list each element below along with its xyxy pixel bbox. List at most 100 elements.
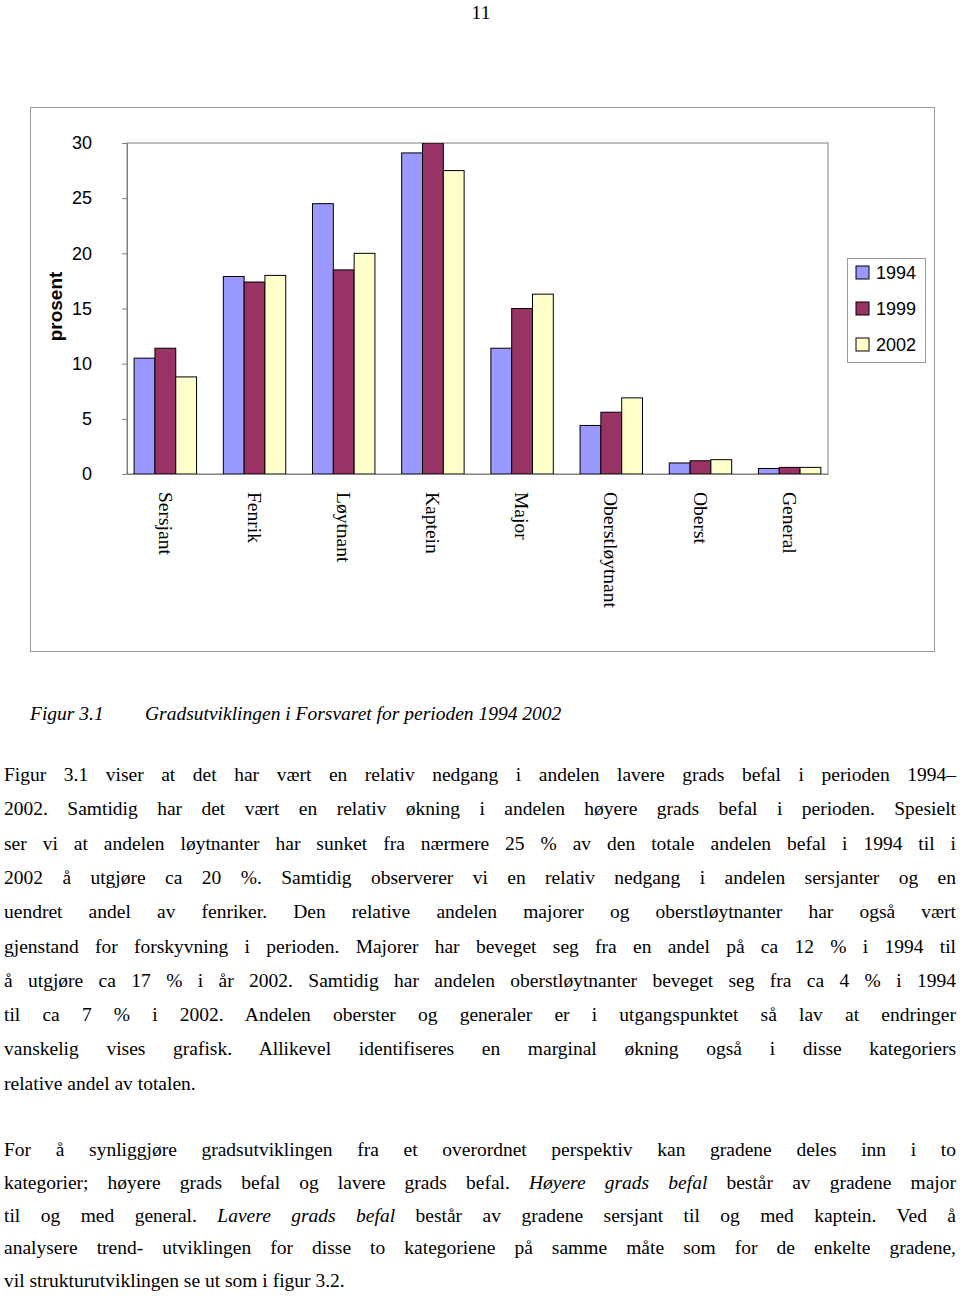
text: analysere trend- utviklingen for disse t… xyxy=(4,1237,956,1258)
paragraph-line: 2002 å utgjøre ca 20 %. Samtidig observe… xyxy=(4,866,956,890)
x-tick-label: Major xyxy=(511,492,532,540)
text: består av gradene sersjant til og med ka… xyxy=(395,1205,956,1226)
x-tick-label: Oberstløytnant xyxy=(600,492,621,608)
legend-label: 1994 xyxy=(876,263,916,283)
y-tick-label: 5 xyxy=(82,409,92,429)
y-axis-title: prosent xyxy=(45,271,66,341)
text: kategorier; høyere grads befal og lavere… xyxy=(4,1172,529,1193)
bar xyxy=(354,253,375,474)
text: gjenstand for forskyvning i perioden. Ma… xyxy=(4,936,956,957)
y-tick-mark xyxy=(122,309,127,310)
text: vil strukturutviklingen se ut som i figu… xyxy=(4,1270,345,1291)
y-tick: 20 xyxy=(72,244,127,264)
chart-frame xyxy=(31,108,935,652)
page-svg: 11 0 5 10 15 20 25 30 Sersjant Fenrik Løytnant Kapt… xyxy=(0,0,960,740)
bar xyxy=(244,282,265,474)
y-tick: 30 xyxy=(72,133,127,153)
y-tick: 10 xyxy=(72,354,127,374)
y-tick-mark xyxy=(122,419,127,420)
bar xyxy=(313,204,334,474)
x-tick: Major xyxy=(511,474,532,540)
text: For å synliggjøre gradsutviklingen fra e… xyxy=(4,1139,956,1160)
y-tick: 15 xyxy=(72,299,127,319)
bar xyxy=(580,425,601,474)
legend-swatch xyxy=(856,338,869,351)
x-tick-label: Fenrik xyxy=(244,492,265,543)
bar xyxy=(176,377,197,474)
x-axis: Sersjant Fenrik Løytnant Kaptein Major Oberst… xyxy=(128,474,829,608)
paragraph-line: gjenstand for forskyvning i perioden. Ma… xyxy=(4,935,956,959)
emphasis: Høyere grads befal xyxy=(529,1172,707,1193)
paragraph-line: Figur 3.1 viser at det har vært en relat… xyxy=(4,763,956,787)
y-tick-mark xyxy=(122,143,127,144)
y-tick-mark xyxy=(122,253,127,254)
bar xyxy=(155,348,176,474)
paragraph-line: 2002. Samtidig har det vært en relativ ø… xyxy=(4,797,956,821)
bar xyxy=(134,358,155,474)
caption-label: Figur 3.1 xyxy=(29,703,104,724)
x-tick-label: Løytnant xyxy=(333,492,354,563)
text: til og med general. xyxy=(4,1205,217,1226)
bar xyxy=(800,467,821,474)
bar xyxy=(512,309,533,475)
text: ser vi at andelen løytnanter har sunket … xyxy=(4,833,956,854)
x-tick: Løytnant xyxy=(333,474,354,563)
bar xyxy=(622,398,643,474)
text: å utgjøre ca 17 % i år 2002. Samtidig ha… xyxy=(4,970,956,991)
y-tick-label: 10 xyxy=(72,354,92,374)
paragraph-line: For å synliggjøre gradsutviklingen fra e… xyxy=(4,1138,956,1162)
paragraph-line: ser vi at andelen løytnanter har sunket … xyxy=(4,832,956,856)
paragraph-line: til ca 7 % i 2002. Andelen oberster og g… xyxy=(4,1003,956,1027)
x-tick: Sersjant xyxy=(155,474,176,555)
paragraph-line: kategorier; høyere grads befal og lavere… xyxy=(4,1171,956,1195)
bar xyxy=(669,463,690,474)
y-tick-mark xyxy=(122,198,127,199)
bar xyxy=(402,153,423,474)
text: 2002 å utgjøre ca 20 %. Samtidig observe… xyxy=(4,867,956,888)
x-tick: Kaptein xyxy=(422,474,443,554)
x-tick-label: Kaptein xyxy=(422,492,443,554)
y-axis-line xyxy=(122,144,128,475)
bar xyxy=(223,277,244,474)
legend-label: 1999 xyxy=(876,299,916,319)
text: 2002. Samtidig har det vært en relativ ø… xyxy=(4,798,956,819)
paragraph-line: å utgjøre ca 17 % i år 2002. Samtidig ha… xyxy=(4,969,956,993)
y-tick: 0 xyxy=(82,464,127,484)
bar xyxy=(601,412,622,474)
text: består av gradene major xyxy=(707,1172,956,1193)
text: Figur 3.1 viser at det har vært en relat… xyxy=(4,764,956,785)
bar xyxy=(265,275,286,474)
bar xyxy=(532,294,553,474)
paragraph-line: analysere trend- utviklingen for disse t… xyxy=(4,1236,956,1260)
bar xyxy=(443,171,464,474)
page-number: 11 xyxy=(472,2,491,23)
paragraph-line: vanskelig vises grafisk. Allikevel ident… xyxy=(4,1037,956,1061)
bar xyxy=(758,468,779,474)
text: til ca 7 % i 2002. Andelen oberster og g… xyxy=(4,1004,956,1025)
y-tick: 5 xyxy=(82,409,127,429)
x-axis-line xyxy=(128,474,829,475)
x-tick: General xyxy=(779,474,800,554)
x-tick-label: General xyxy=(779,492,800,554)
emphasis: Lavere grads befal xyxy=(217,1205,395,1226)
legend-swatch xyxy=(856,266,869,279)
plot-frame xyxy=(127,143,828,474)
bars xyxy=(134,143,821,474)
y-tick-label: 20 xyxy=(72,244,92,264)
y-axis: 0 5 10 15 20 25 30 xyxy=(72,133,128,484)
paragraph-line: relative andel av totalen. xyxy=(4,1072,956,1096)
caption-text: Gradsutviklingen i Forsvaret for periode… xyxy=(145,703,562,724)
paragraph-line: vil strukturutviklingen se ut som i figu… xyxy=(4,1269,956,1293)
legend: 199419992002 xyxy=(848,259,926,363)
bar xyxy=(491,348,512,474)
text: uendret andel av fenriker. Den relative … xyxy=(4,901,956,922)
text: vanskelig vises grafisk. Allikevel ident… xyxy=(4,1038,956,1059)
y-tick: 25 xyxy=(72,188,127,208)
x-tick: Fenrik xyxy=(244,474,265,543)
y-tick-label: 25 xyxy=(72,188,92,208)
y-tick-label: 30 xyxy=(72,133,92,153)
bar xyxy=(711,460,732,474)
text: relative andel av totalen. xyxy=(4,1073,196,1094)
y-tick-label: 0 xyxy=(82,464,92,484)
x-tick: Oberst xyxy=(690,474,711,545)
